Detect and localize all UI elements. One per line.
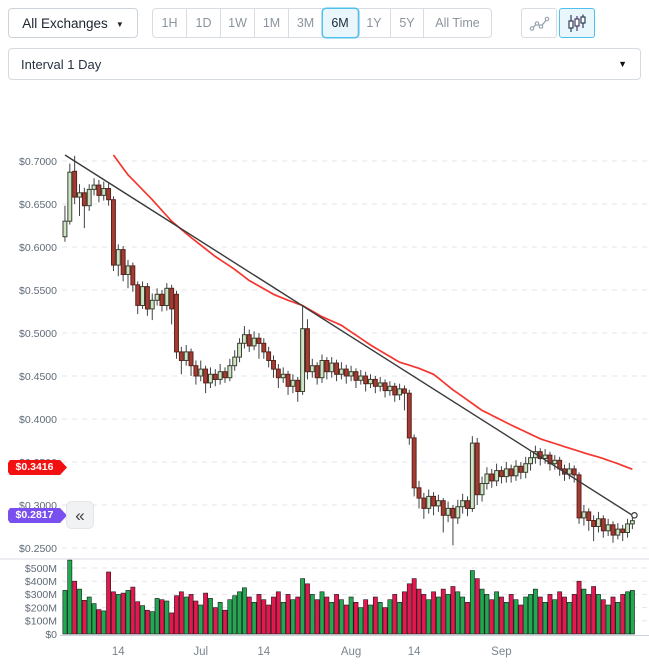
candlestick-icon <box>568 14 586 32</box>
svg-text:14: 14 <box>112 646 125 658</box>
volume-bars <box>62 559 635 635</box>
range-button-5y[interactable]: 5Y <box>391 9 424 37</box>
exchange-selector[interactable]: All Exchanges ▼ <box>8 8 138 38</box>
line-chart-toggle-button[interactable] <box>521 8 557 38</box>
range-button-group: 1H 1D 1W 1M 3M 6M 1Y 5Y All Time <box>152 8 492 38</box>
svg-text:$200M: $200M <box>25 602 57 614</box>
svg-text:$0.6500: $0.6500 <box>19 199 57 211</box>
range-button-1m[interactable]: 1M <box>255 9 289 37</box>
svg-text:$0.5000: $0.5000 <box>19 328 57 340</box>
range-button-1w[interactable]: 1W <box>221 9 255 37</box>
candlesticks <box>62 155 635 546</box>
svg-text:$0.6000: $0.6000 <box>19 242 57 254</box>
svg-text:14: 14 <box>408 646 421 658</box>
exchange-selector-label: All Exchanges <box>22 15 108 31</box>
interval-selector[interactable]: Interval 1 Day ▼ <box>8 48 641 80</box>
svg-text:$400M: $400M <box>25 576 57 588</box>
svg-text:Aug: Aug <box>341 646 361 658</box>
chart-toolbar: All Exchanges ▼ 1H 1D 1W 1M 3M 6M 1Y 5Y All Time <box>8 8 641 38</box>
line-chart-icon <box>529 16 549 31</box>
svg-text:$100M: $100M <box>25 616 57 628</box>
candlestick-chart-canvas: $0.7000 $0.6500 $0.6000 $0.5500 $0.5000 $0.45… <box>0 154 649 658</box>
range-button-6m[interactable]: 6M <box>323 9 358 37</box>
chart-type-toggle <box>521 8 595 38</box>
svg-text:$0.4500: $0.4500 <box>19 371 57 383</box>
candlestick-chart-toggle-button[interactable] <box>559 8 595 38</box>
svg-text:Sep: Sep <box>491 646 511 658</box>
chevron-down-icon: ▼ <box>115 19 124 29</box>
range-button-1d[interactable]: 1D <box>187 9 221 37</box>
svg-text:$0.4000: $0.4000 <box>19 414 57 426</box>
moving-average-line <box>112 154 633 470</box>
svg-text:$0.5500: $0.5500 <box>19 285 57 297</box>
trendline-end-handle[interactable] <box>631 511 638 519</box>
range-button-1h[interactable]: 1H <box>153 9 187 37</box>
last-price-badge: $0.2817 <box>8 508 67 523</box>
interval-selector-label: Interval 1 Day <box>21 56 102 72</box>
svg-text:Jul: Jul <box>193 646 208 658</box>
svg-text:$300M: $300M <box>25 589 57 601</box>
svg-text:$500M: $500M <box>25 563 57 575</box>
price-volume-chart[interactable]: $0.7000 $0.6500 $0.6000 $0.5500 $0.5000 $0.45… <box>0 85 649 669</box>
svg-text:14: 14 <box>257 646 270 658</box>
svg-text:$0.2500: $0.2500 <box>19 543 57 555</box>
svg-text:$0.7000: $0.7000 <box>19 156 57 168</box>
range-button-1y[interactable]: 1Y <box>358 9 391 37</box>
x-axis-labels: 14 Jul 14 Aug 14 Sep <box>112 646 512 658</box>
double-chevron-left-icon: « <box>75 505 85 525</box>
chevron-down-icon: ▼ <box>618 59 627 69</box>
range-button-all-time[interactable]: All Time <box>424 9 491 37</box>
svg-text:$0: $0 <box>45 629 57 641</box>
collapse-panel-button[interactable]: « <box>66 501 94 529</box>
ma-price-badge: $0.3416 <box>8 460 67 475</box>
range-button-3m[interactable]: 3M <box>289 9 323 37</box>
trendline[interactable] <box>64 154 633 516</box>
